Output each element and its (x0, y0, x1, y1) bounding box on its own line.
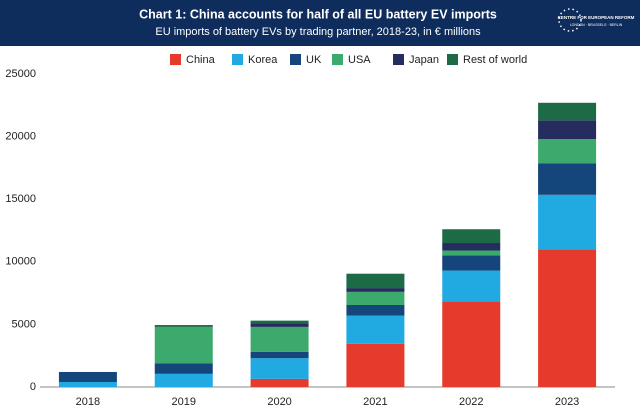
legend-label: Korea (248, 54, 278, 66)
x-tick-label: 2021 (363, 396, 387, 408)
legend-swatch (332, 54, 343, 65)
bar-segment (442, 270, 501, 302)
bar-segment (250, 323, 309, 327)
bar-segment (58, 371, 117, 382)
logo-stars (558, 8, 582, 32)
bar-segment (538, 139, 597, 164)
y-tick-label: 0 (30, 381, 36, 393)
y-tick-label: 15000 (5, 193, 36, 205)
bar-segment (250, 320, 309, 324)
legend-label: China (186, 54, 216, 66)
logo-text: CENTRE FOR EUROPEAN REFORM (558, 15, 635, 20)
bar-segment (442, 243, 501, 251)
bar-segment (250, 378, 309, 387)
bar-segment (346, 315, 405, 344)
bar-segment (442, 229, 501, 244)
bar-segment (442, 255, 501, 271)
bar-segment (346, 288, 405, 292)
x-tick-label: 2018 (76, 396, 100, 408)
bar-segment (250, 326, 309, 352)
x-tick-label: 2019 (172, 396, 196, 408)
logo-cities: LONDON · BRUSSELS · BERLIN (570, 23, 623, 27)
y-tick-label: 10000 (5, 256, 36, 268)
y-tick-label: 5000 (12, 318, 36, 330)
bar-segment (346, 291, 405, 305)
logo: CENTRE FOR EUROPEAN REFORM LONDON · BRUS… (558, 8, 635, 32)
bar-segment (442, 250, 501, 256)
bar-segment (58, 381, 117, 387)
bar-segment (538, 163, 597, 195)
chart-title: Chart 1: China accounts for half of all … (139, 7, 497, 21)
x-tick-label: 2020 (267, 396, 291, 408)
bar-segment (538, 194, 597, 250)
legend-label: Rest of world (463, 54, 527, 66)
legend-swatch (170, 54, 181, 65)
x-tick-label: 2022 (459, 396, 483, 408)
legend-swatch (393, 54, 404, 65)
bar-segment (346, 343, 405, 387)
bar-segment (346, 304, 405, 316)
chart-subtitle: EU imports of battery EVs by trading par… (155, 26, 481, 38)
header-band (0, 0, 640, 46)
legend-swatch (232, 54, 243, 65)
bar-segment (538, 102, 597, 121)
bar-segment (538, 120, 597, 140)
bar-segment (442, 301, 501, 387)
legend-swatch (447, 54, 458, 65)
bar-segment (346, 273, 405, 289)
bar-segment (154, 373, 213, 387)
bar-segment (250, 351, 309, 359)
bar-segment (154, 363, 213, 374)
bar-segment (154, 326, 213, 364)
legend-label: USA (348, 54, 371, 66)
legend-label: UK (306, 54, 322, 66)
x-tick-label: 2023 (555, 396, 579, 408)
bar-segment (538, 249, 597, 387)
y-tick-label: 25000 (5, 68, 36, 80)
legend-label: Japan (409, 54, 439, 66)
bar-segment (250, 358, 309, 379)
bar-segment (154, 325, 213, 327)
legend-swatch (290, 54, 301, 65)
y-tick-label: 20000 (5, 131, 36, 143)
